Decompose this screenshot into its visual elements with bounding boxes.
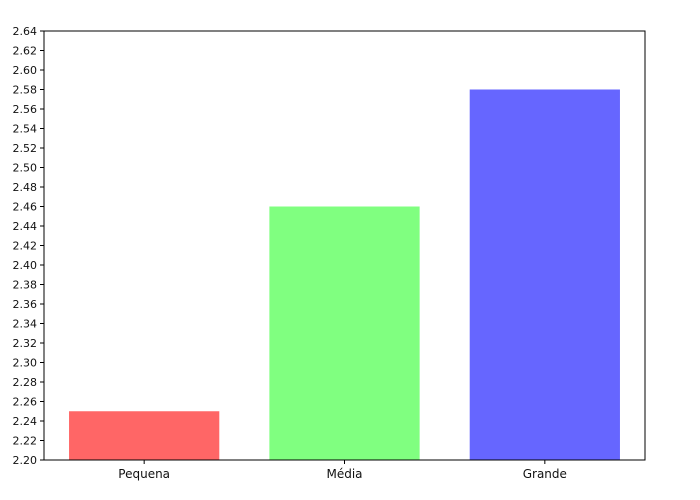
x-tick-label: Grande	[523, 467, 567, 481]
y-tick-label: 2.60	[13, 64, 38, 77]
y-tick-label: 2.20	[13, 454, 38, 467]
y-tick-label: 2.48	[13, 181, 38, 194]
y-axis-ticks: 2.20 2.22 2.24 2.26 2.28 2.30 2.32 2.34 2.36 2.38…	[13, 25, 44, 467]
y-tick-label: 2.30	[13, 357, 38, 370]
y-tick-label: 2.62	[13, 45, 38, 58]
y-tick-label: 2.36	[13, 298, 38, 311]
y-tick-label: 2.40	[13, 259, 38, 272]
y-tick-label: 2.56	[13, 103, 38, 116]
bar-grande	[469, 89, 620, 460]
plot-frame	[43, 30, 646, 461]
y-tick-label: 2.22	[13, 435, 38, 448]
x-axis-ticks: Pequena Média Grande	[118, 460, 567, 481]
x-tick-label: Pequena	[118, 467, 170, 481]
y-tick-label: 2.24	[13, 415, 38, 428]
y-tick-label: 2.64	[13, 25, 38, 38]
y-tick-label: 2.26	[13, 396, 38, 409]
y-tick-label: 2.34	[13, 318, 38, 331]
bars-group	[69, 89, 620, 460]
y-tick-label: 2.52	[13, 142, 38, 155]
y-tick-label: 2.58	[13, 84, 38, 97]
y-tick-label: 2.28	[13, 376, 38, 389]
y-tick-label: 2.42	[13, 240, 38, 253]
y-tick-label: 2.32	[13, 337, 38, 350]
y-tick-label: 2.54	[13, 123, 38, 136]
y-tick-label: 2.46	[13, 201, 38, 214]
y-tick-label: 2.50	[13, 162, 38, 175]
x-tick-label: Média	[326, 467, 362, 481]
y-tick-label: 2.38	[13, 279, 38, 292]
bar-media	[269, 206, 420, 460]
y-tick-label: 2.44	[13, 220, 38, 233]
bar-pequena	[69, 411, 220, 460]
